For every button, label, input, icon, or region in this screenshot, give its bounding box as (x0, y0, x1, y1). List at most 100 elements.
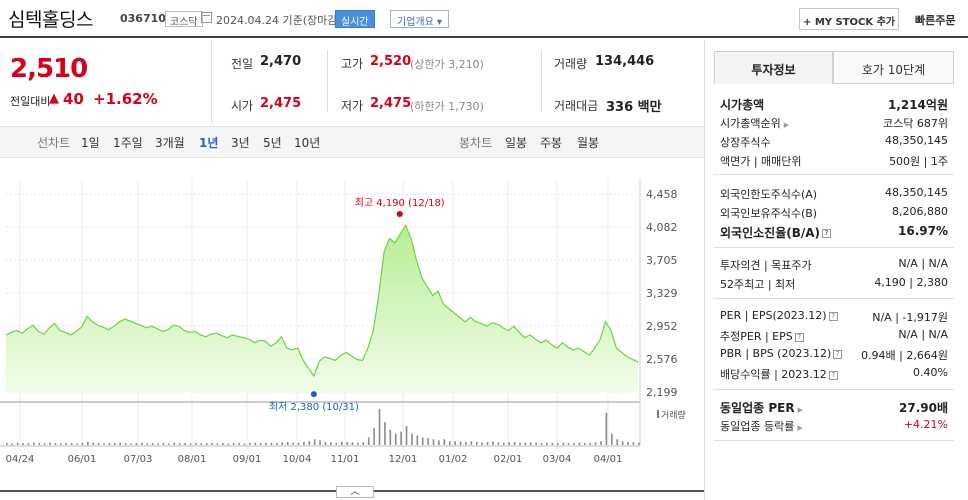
volume-bar (168, 443, 170, 445)
volume-bar (151, 443, 154, 445)
x-tick-label: 02/01 (494, 454, 523, 465)
volume-bar (492, 441, 494, 445)
volume-bar (389, 429, 392, 445)
volume-bar (529, 442, 532, 445)
volume-bar (308, 441, 311, 445)
open-value: 2,475 (260, 96, 302, 111)
volume-bar (195, 443, 197, 445)
par-row: 액면가 | 매매단위 500원 | 1주 (720, 155, 948, 168)
realtime-button[interactable]: 실시간 (335, 10, 375, 28)
volume-bar (281, 442, 284, 445)
volume-bar (324, 441, 327, 445)
volume-bar (119, 442, 122, 445)
period-10y[interactable]: 10년 (294, 136, 321, 150)
divider (714, 247, 954, 248)
x-tick-label: 09/01 (233, 454, 262, 465)
volume-bar (313, 439, 316, 445)
tab-order-book[interactable]: 호가 10단계 (833, 51, 954, 84)
volume-bar (16, 442, 19, 445)
volume-bar (481, 442, 483, 445)
volume-bar (438, 440, 440, 445)
volume-bar (157, 443, 159, 445)
period-toolbar (0, 126, 704, 158)
x-tick-label: 10/04 (283, 454, 312, 465)
candle-daily[interactable]: 일봉 (505, 136, 528, 150)
x-tick-label: 11/01 (331, 454, 360, 465)
volume-bar (54, 443, 57, 445)
volume-bar (454, 441, 456, 445)
high-label: 고가 (341, 57, 364, 71)
candle-chart-label: 봉차트 (459, 136, 493, 150)
volume-bar (470, 441, 473, 445)
volume-bar (551, 443, 554, 445)
current-price: 2,510 (10, 54, 88, 84)
volume-bar (351, 442, 354, 445)
candle-weekly[interactable]: 주봉 (540, 136, 563, 150)
help-icon[interactable]: ? (828, 311, 838, 321)
price-line (5, 224, 639, 378)
prev-close-value: 2,470 (260, 54, 302, 69)
volume-bar (546, 442, 548, 445)
collapse-chart-button[interactable]: ︿ (336, 486, 374, 498)
tab-invest-info[interactable]: 투자정보 (714, 51, 833, 84)
period-3y[interactable]: 3년 (231, 136, 250, 150)
volume-bar (600, 441, 602, 445)
volume-bar (6, 443, 8, 445)
company-info-dropdown[interactable]: 기업개요 ▾ (390, 10, 449, 28)
volume-bar (254, 442, 257, 445)
industry-per-row[interactable]: 동일업종 PER ▶ 27.90배 (720, 401, 948, 415)
volume-bar (610, 433, 613, 445)
period-3m[interactable]: 3개월 (155, 136, 185, 150)
volume-bar (97, 443, 100, 445)
y-tick-label: 2,199 (646, 386, 678, 399)
period-1d[interactable]: 1일 (81, 136, 100, 150)
volume-bar (465, 441, 467, 445)
divider (327, 50, 328, 112)
volume-bar (222, 443, 224, 445)
period-1y[interactable]: 1년 (199, 136, 219, 150)
volume-bar (373, 427, 375, 445)
industry-change-row[interactable]: 동일업종 등락률 ▶ +4.21% (720, 418, 948, 433)
volume-bar (502, 442, 505, 445)
foreign-ratio-row: 외국인소진율(B/A)? 16.97% (720, 224, 948, 240)
volume-bar (605, 412, 608, 445)
help-icon[interactable]: ? (833, 349, 843, 359)
divider (714, 298, 954, 299)
volume-bar (146, 443, 149, 445)
volume-bar (184, 443, 186, 445)
cap-rank-row[interactable]: 시가총액순위 ▶ 코스닥 687위 (720, 117, 948, 130)
volume-bar (432, 439, 435, 445)
high-value: 2,520 (370, 54, 412, 69)
volume-bar (200, 443, 203, 445)
change-label: 전일대비 (10, 95, 51, 108)
x-tick-label: 07/03 (124, 454, 153, 465)
volume-legend-label: 거래량 (661, 409, 686, 421)
volume-bar (421, 437, 424, 445)
high-annotation: 최고 4,190 (12/18) (355, 197, 445, 209)
x-tick-label: 04/01 (594, 454, 623, 465)
volume-bar (632, 442, 635, 445)
quick-order-link[interactable]: 빠른주문 (915, 14, 956, 27)
add-my-stock-button[interactable]: + MY STOCK 추가 (799, 8, 899, 30)
volume-bar (319, 440, 321, 445)
volume-bar (567, 443, 570, 445)
volume-bar (357, 442, 359, 445)
period-1w[interactable]: 1주일 (113, 136, 143, 150)
volume-bar (135, 443, 138, 445)
candle-monthly[interactable]: 월봉 (577, 136, 600, 150)
volume-bar (11, 443, 14, 445)
date-basis: 2024.04.24 기준(장마감) (216, 14, 342, 27)
help-icon[interactable]: ? (828, 370, 838, 380)
stock-code: 036710 (120, 12, 166, 25)
period-5y[interactable]: 5년 (263, 136, 282, 150)
y-tick-label: 2,952 (646, 320, 678, 333)
low-value: 2,475 (370, 96, 412, 111)
help-icon[interactable]: ? (794, 332, 804, 342)
volume-bar (22, 443, 24, 445)
volume-bar (232, 443, 235, 445)
help-icon[interactable]: ? (822, 229, 832, 238)
volume-bar (189, 443, 192, 445)
shares-row: 상장주식수 48,350,145 (720, 134, 948, 149)
volume-bar (227, 443, 230, 445)
